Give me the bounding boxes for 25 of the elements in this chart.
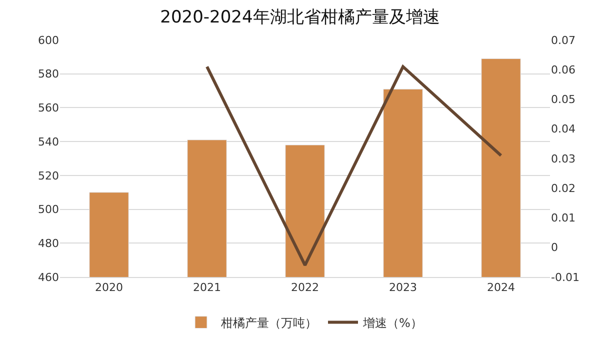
y-tick-label: 500	[38, 203, 59, 216]
x-tick-label: 2024	[487, 281, 515, 294]
y2-tick-label: -0.01	[551, 270, 580, 284]
y-tick-label: 460	[38, 270, 59, 284]
y2-tick-label: 0.02	[551, 182, 576, 195]
x-tick-label: 2021	[193, 281, 221, 294]
y2-tick-label: 0.07	[551, 34, 576, 47]
chart-title: 2020-2024年湖北省柑橘产量及增速	[160, 7, 440, 28]
y-tick-label: 480	[38, 236, 59, 250]
legend-label: 柑橘产量（万吨）	[220, 316, 317, 330]
y2-tick-label: 0.06	[551, 63, 576, 76]
x-tick-label: 2020	[95, 281, 123, 294]
y-tick-label: 540	[38, 135, 59, 148]
y2-tick-label: 0.01	[551, 212, 576, 225]
y2-tick-label: 0.03	[551, 152, 576, 166]
y2-tick-label: 0	[551, 241, 558, 254]
legend-label: 增速（%）	[362, 316, 422, 330]
y-tick-label: 600	[38, 34, 59, 47]
y-tick-label: 580	[38, 68, 59, 81]
y2-tick-label: 0.05	[551, 93, 576, 106]
y-tick-label: 520	[38, 169, 59, 182]
y2-tick-label: 0.04	[551, 122, 576, 136]
y-tick-label: 560	[38, 102, 59, 115]
x-tick-label: 2023	[389, 281, 417, 294]
x-tick-label: 2022	[291, 281, 319, 294]
